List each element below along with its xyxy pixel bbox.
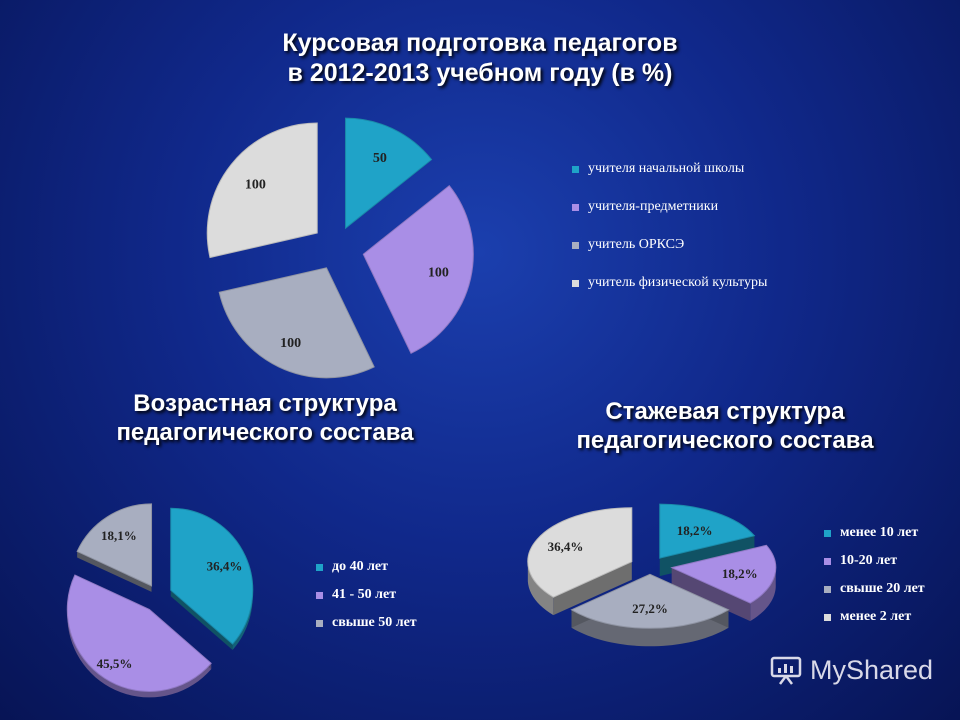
pie-slice-1 — [345, 117, 433, 230]
pie-slice-4 — [206, 122, 318, 259]
data-label-4: 36,4% — [548, 539, 584, 554]
legend-swatch — [824, 529, 831, 537]
pie-slice-1 — [170, 507, 254, 645]
age-chart-title: Возрастная структура педагогического сос… — [60, 390, 470, 448]
pie-chart-2: 36,4% 45,5% 18,1% — [66, 503, 254, 698]
legend-item: учителя-предметники — [572, 196, 767, 218]
presentation-board-icon — [770, 656, 802, 685]
legend-item: свыше 20 лет — [824, 578, 925, 600]
legend-item: учитель ОРКСЭ — [572, 234, 767, 256]
legend-item: 41 - 50 лет — [316, 584, 417, 606]
slice-side-3 — [571, 609, 729, 647]
legend-label: 41 - 50 лет — [332, 587, 397, 602]
legend-label: 10-20 лет — [840, 553, 898, 568]
legend-item: свыше 50 лет — [316, 612, 417, 634]
legend-label: менее 2 лет — [840, 609, 912, 624]
data-label-2: 18,2% — [722, 566, 758, 581]
data-label-3: 100 — [280, 336, 301, 351]
slice-wall-4-0 — [553, 561, 632, 616]
data-label-1: 36,4% — [207, 559, 243, 574]
exp-title-line2: педагогического состава — [576, 426, 874, 454]
legend-item: до 40 лет — [316, 556, 417, 578]
legend-swatch — [572, 165, 579, 173]
legend-item: менее 10 лет — [824, 522, 925, 544]
pie-slice-4 — [527, 507, 633, 598]
legend-swatch — [572, 203, 579, 211]
age-title-line1: Возрастная структура — [133, 390, 397, 417]
experience-chart-title: Стажевая структура педагогического соста… — [520, 398, 930, 456]
main-title-line1: Курсовая подготовка педагогов — [282, 29, 678, 57]
experience-chart-legend: менее 10 лет 10-20 лет свыше 20 лет менее 2… — [824, 522, 925, 634]
pie-chart-1: 50 100 100 100 — [206, 117, 474, 379]
pie-slice-2 — [362, 184, 474, 355]
legend-label: менее 10 лет — [840, 525, 919, 540]
legend-label: учителя-предметники — [588, 199, 719, 214]
legend-label: свыше 20 лет — [840, 581, 925, 596]
main-title-line2: в 2012-2013 учебном году (в %) — [287, 59, 673, 87]
main-chart-title: Курсовая подготовка педагогов в 2012-201… — [180, 28, 780, 88]
legend-item: 10-20 лет — [824, 550, 925, 572]
exp-title-line1: Стажевая структура — [605, 398, 845, 425]
data-label-3: 18,1% — [101, 528, 137, 543]
data-label-2: 45,5% — [97, 656, 133, 671]
legend-swatch — [316, 563, 323, 571]
main-chart-legend: учителя начальной школы учителя-предметни… — [572, 158, 767, 310]
legend-label: учителя начальной школы — [588, 161, 745, 176]
pie-chart-3: 18,2% 18,2% 27,2% 36,4% — [527, 503, 777, 647]
slice-wall-2-1 — [671, 567, 751, 622]
data-label-1: 50 — [373, 151, 387, 166]
data-label-3: 27,2% — [632, 601, 668, 616]
pie-slice-1 — [659, 503, 756, 559]
age-title-line2: педагогического состава — [116, 418, 414, 446]
data-label-1: 18,2% — [677, 523, 713, 538]
legend-label: до 40 лет — [332, 559, 389, 574]
legend-swatch — [316, 619, 323, 627]
age-chart-legend: до 40 лет 41 - 50 лет свыше 50 лет — [316, 556, 417, 640]
legend-swatch — [824, 557, 831, 565]
legend-item: учителя начальной школы — [572, 158, 767, 180]
legend-label: учитель физической культуры — [588, 275, 768, 290]
watermark: MyShared — [768, 654, 933, 686]
slice-side-1 — [232, 587, 253, 651]
legend-swatch — [824, 613, 831, 621]
data-label-4: 100 — [245, 178, 266, 193]
pie-slice-3 — [570, 573, 730, 629]
pie-slice-3 — [76, 503, 153, 587]
legend-swatch — [572, 279, 579, 287]
pie-slice-2 — [66, 574, 212, 692]
data-label-2: 100 — [428, 265, 449, 280]
legend-label: свыше 50 лет — [332, 615, 417, 630]
legend-swatch — [316, 591, 323, 599]
pie-slice-3 — [218, 267, 375, 379]
slice-wall-1-1 — [170, 590, 233, 651]
watermark-text: MyShared — [810, 654, 934, 685]
legend-label: учитель ОРКСЭ — [588, 237, 685, 252]
slice-wall-3-0 — [77, 551, 152, 592]
legend-item: менее 2 лет — [824, 606, 925, 628]
legend-swatch — [824, 585, 831, 593]
pie-slice-2 — [670, 544, 777, 604]
legend-item: учитель физической культуры — [572, 272, 767, 294]
legend-swatch — [572, 241, 579, 249]
